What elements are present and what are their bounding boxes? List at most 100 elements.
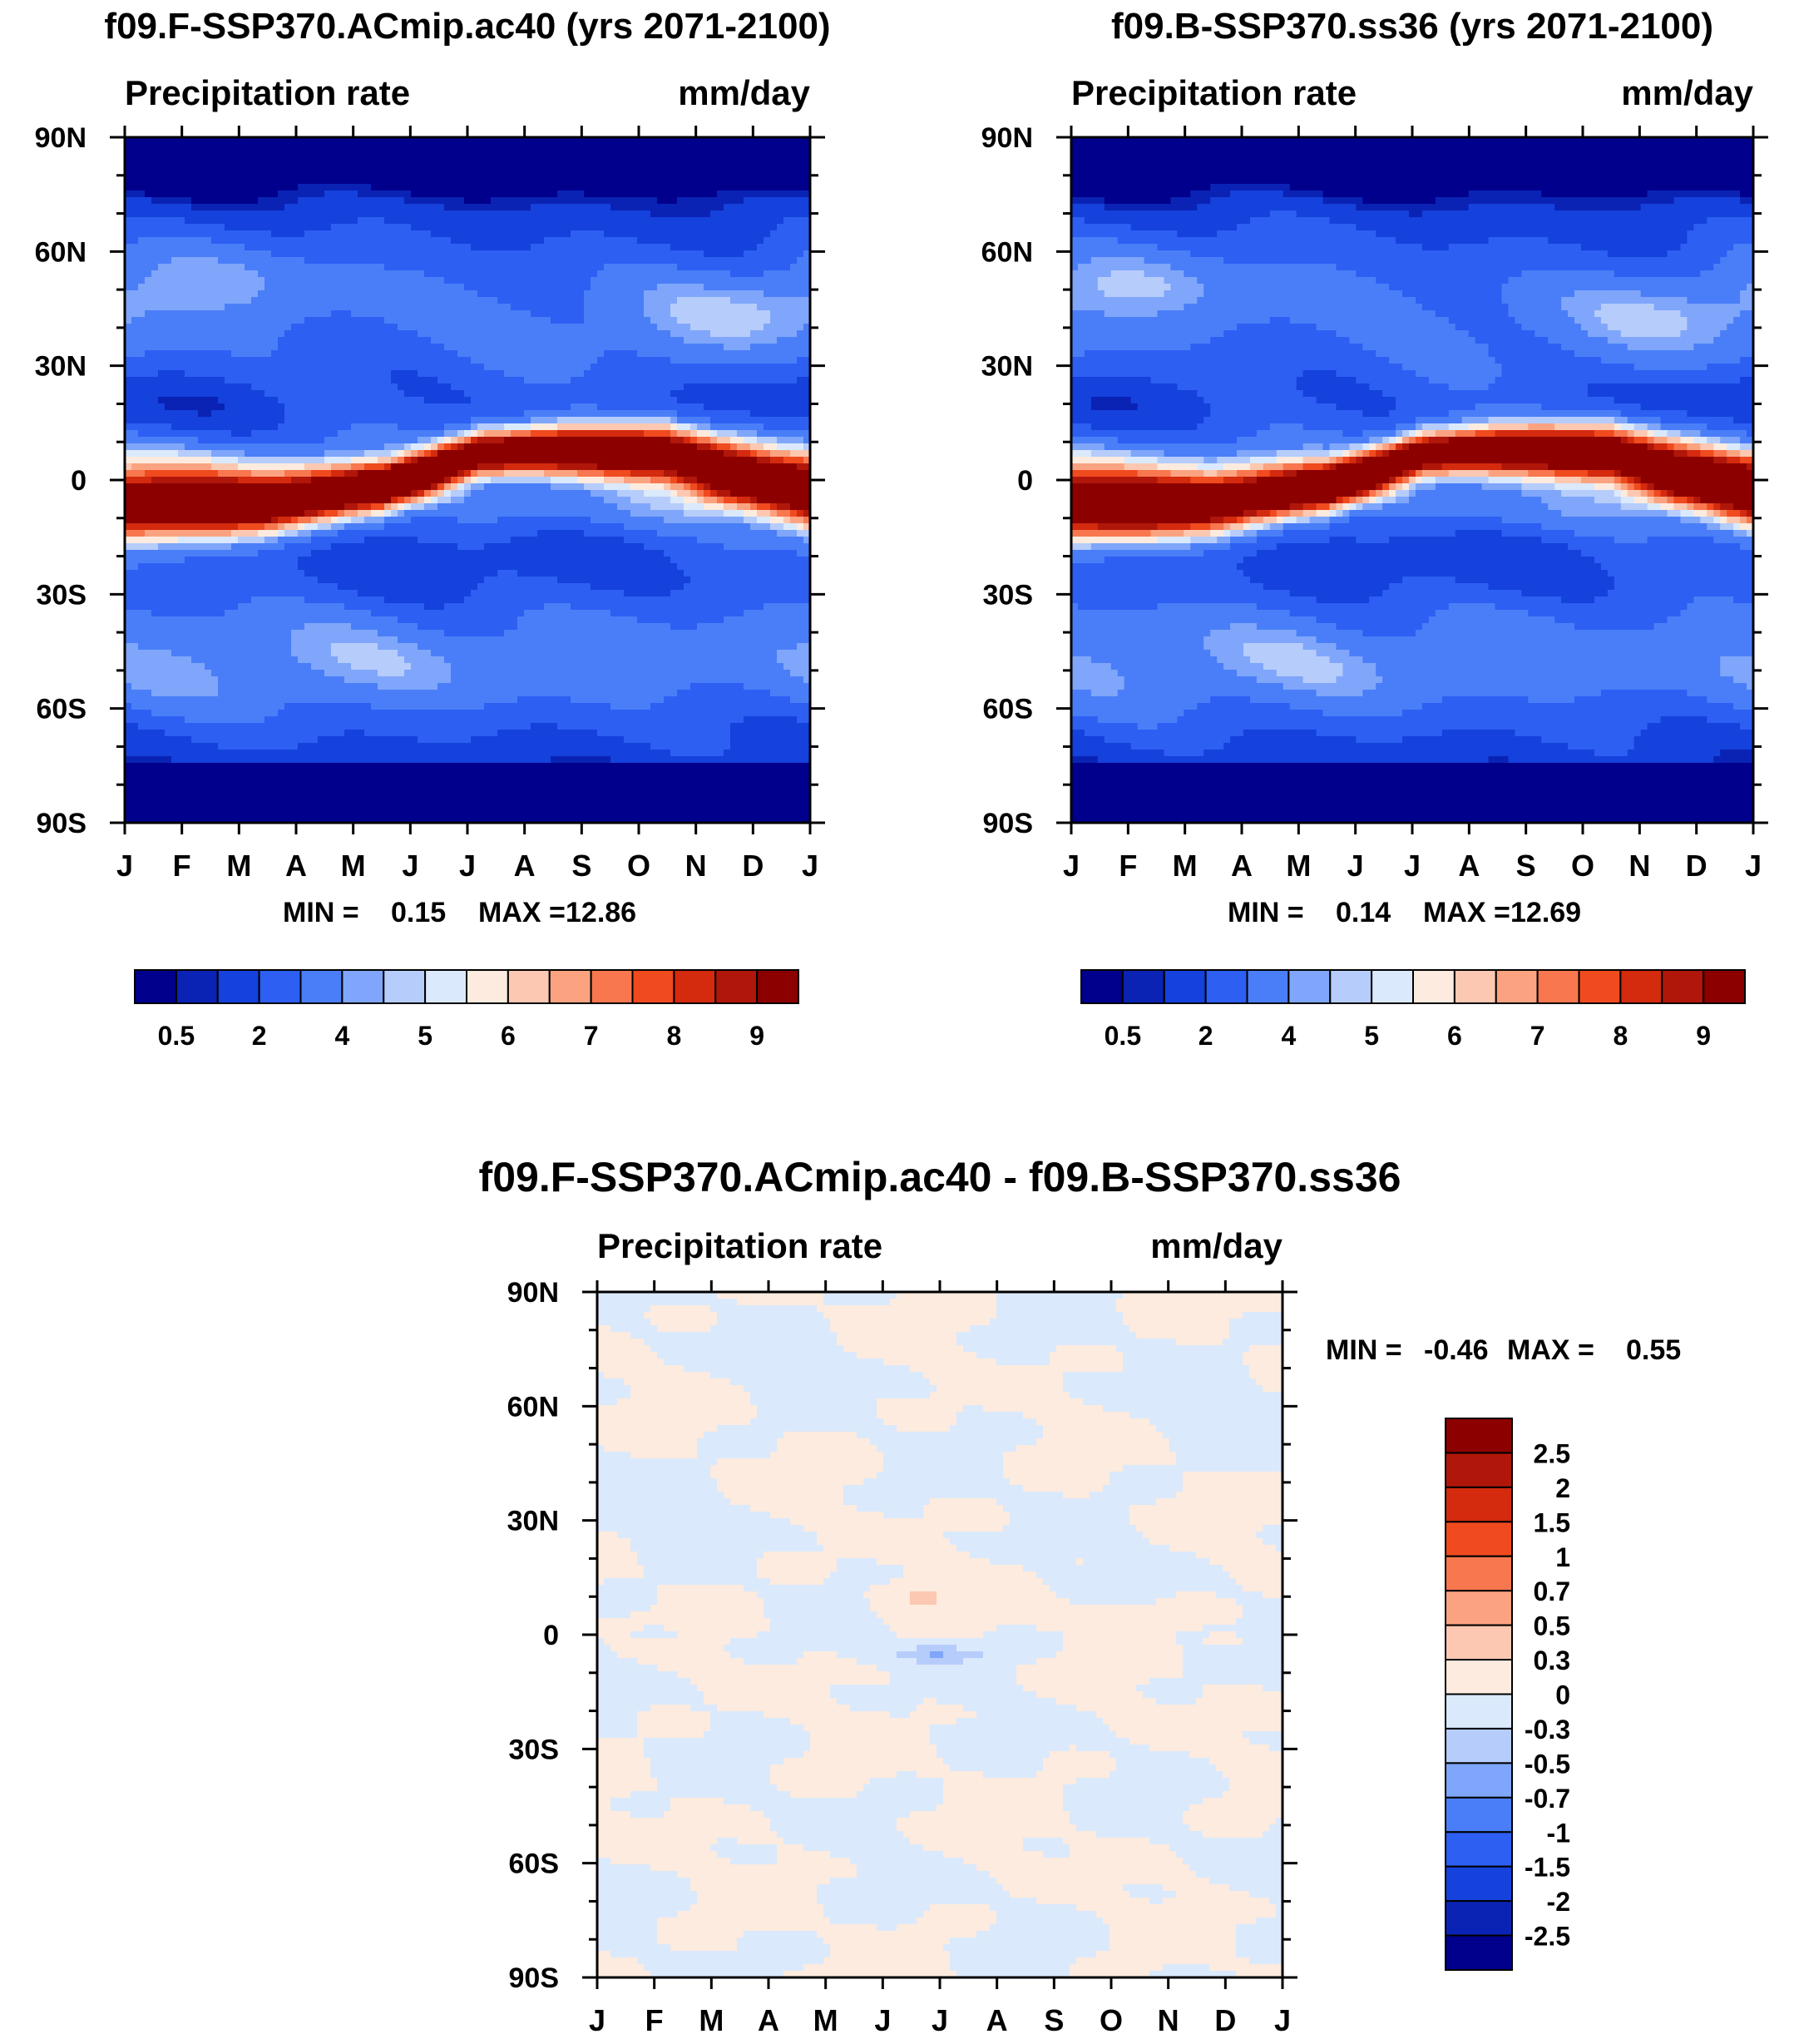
- field-cell: [730, 1498, 844, 1506]
- field-cell: [1747, 530, 1753, 537]
- field-cell: [770, 310, 810, 318]
- field-cell: [1249, 517, 1264, 524]
- field-cell: [1076, 1904, 1277, 1912]
- colorbar-label: 7: [584, 1021, 599, 1051]
- field-cell: [298, 563, 678, 571]
- field-cell: [344, 510, 358, 517]
- colorbar-box: [1287, 969, 1332, 1004]
- field-cell: [1256, 1532, 1283, 1539]
- field-cell: [597, 270, 731, 278]
- field-cell: [1237, 563, 1602, 571]
- field-cell: [1063, 1492, 1090, 1499]
- field-cell: [1600, 304, 1655, 311]
- field-cell: [837, 1565, 904, 1572]
- field-cell: [1415, 417, 1463, 424]
- field-cell: [1071, 743, 1132, 750]
- field-cell: [1071, 663, 1112, 671]
- field-cell: [657, 1325, 711, 1333]
- field-cell: [291, 630, 378, 637]
- field-cell: [690, 324, 764, 331]
- field-cell: [604, 483, 631, 491]
- field-cell: [1170, 264, 1337, 271]
- field-cell: [790, 1791, 857, 1799]
- field-cell: [1336, 457, 1344, 464]
- field-cell: [1594, 596, 1695, 604]
- field-cell: [125, 803, 810, 810]
- field-cell: [451, 483, 458, 491]
- field-cell: [284, 470, 312, 478]
- field-cell: [677, 563, 810, 571]
- field-cell: [1693, 596, 1734, 604]
- field-cell: [1421, 703, 1734, 710]
- field-cell: [391, 503, 398, 511]
- field-cell: [1071, 224, 1132, 231]
- field-cell: [311, 477, 445, 484]
- field-cell: [125, 357, 472, 364]
- field-cell: [710, 1844, 778, 1852]
- field-cell: [1349, 650, 1753, 657]
- field-cell: [544, 470, 578, 478]
- colorbar-label: 2: [1199, 1021, 1213, 1051]
- field-cell: [684, 437, 691, 444]
- x-tick-label: S: [1516, 849, 1536, 883]
- field-cell: [717, 490, 731, 497]
- field-cell: [1488, 756, 1510, 764]
- field-cell: [1421, 423, 1450, 431]
- field-cell: [750, 497, 758, 504]
- field-cell: [584, 304, 645, 311]
- field-cell: [1428, 437, 1450, 444]
- field-cell: [1071, 696, 1211, 704]
- field-cell: [657, 1591, 758, 1599]
- field-cell: [1223, 1771, 1283, 1779]
- field-cell: [291, 636, 398, 644]
- field-cell: [737, 1938, 824, 1945]
- field-cell: [344, 523, 385, 531]
- field-cell: [125, 204, 192, 211]
- field-cell: [231, 430, 252, 438]
- y-tick-label: 30N: [507, 1506, 559, 1537]
- field-cell: [1342, 450, 1351, 458]
- field-cell: [457, 483, 465, 491]
- field-cell: [278, 517, 292, 524]
- field-cell: [1322, 443, 1331, 451]
- field-cell: [690, 1878, 831, 1885]
- field-cell: [125, 743, 219, 750]
- colorbar-label: 5: [1364, 1021, 1379, 1051]
- field-cell: [1647, 723, 1741, 730]
- field-cell: [1071, 723, 1139, 730]
- field-cell: [324, 457, 352, 464]
- field-cell: [1362, 503, 1383, 511]
- panel-c-min-label: MIN =: [1326, 1334, 1402, 1366]
- field-cell: [1733, 317, 1753, 324]
- colorbar-box: [1445, 1693, 1513, 1730]
- field-cell: [1190, 537, 1218, 544]
- field-cell: [637, 350, 810, 358]
- field-cell: [1633, 736, 1753, 744]
- field-cell: [710, 490, 718, 497]
- field-cell: [690, 1678, 891, 1685]
- field-cell: [1495, 430, 1595, 438]
- field-cell: [451, 237, 545, 245]
- field-cell: [1720, 437, 1741, 444]
- field-cell: [418, 497, 425, 504]
- field-cell: [750, 443, 764, 451]
- field-cell: [877, 1472, 1004, 1479]
- field-cell: [1720, 330, 1753, 338]
- field-cell: [1237, 517, 1244, 524]
- field-cell: [251, 470, 285, 478]
- field-cell: [790, 1718, 957, 1725]
- field-cell: [597, 1418, 751, 1426]
- field-cell: [1687, 497, 1695, 504]
- field-cell: [131, 703, 285, 710]
- field-cell: [724, 344, 751, 351]
- field-cell: [597, 1738, 645, 1745]
- field-cell: [1276, 670, 1344, 677]
- field-cell: [657, 1665, 877, 1672]
- field-cell: [757, 304, 810, 311]
- field-cell: [1217, 230, 1377, 238]
- field-cell: [1501, 364, 1635, 371]
- field-cell: [890, 1578, 1044, 1586]
- field-cell: [1653, 304, 1753, 311]
- field-cell: [604, 1638, 731, 1646]
- field-cell: [1382, 676, 1734, 684]
